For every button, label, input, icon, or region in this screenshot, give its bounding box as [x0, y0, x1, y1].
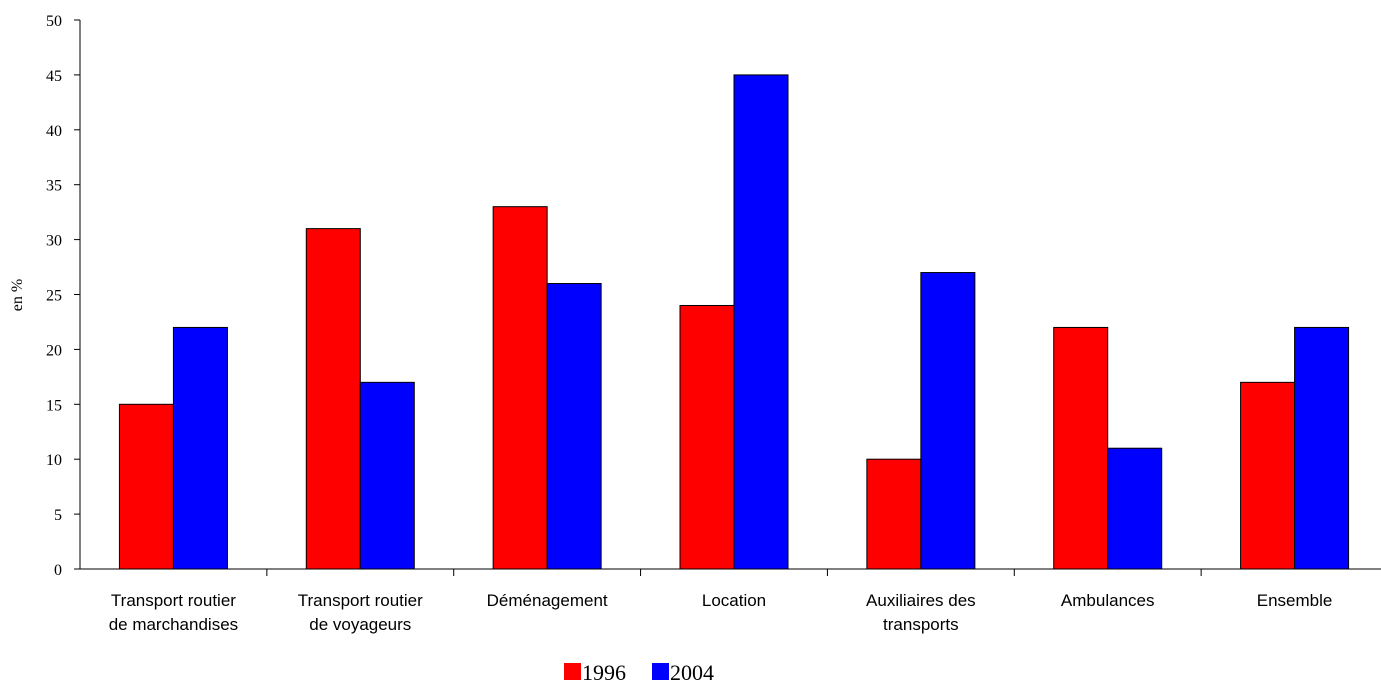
- bar-1996-1: [305, 228, 361, 570]
- y-tick-label: 10: [46, 452, 62, 469]
- category-label: Déménagement: [487, 591, 608, 610]
- bar-1996-4: [866, 458, 922, 570]
- bar-2004-6: [1294, 326, 1350, 570]
- category-label: Transport routier: [111, 591, 236, 610]
- category-labels: Transport routier de marchandises Transpor…: [109, 591, 1333, 634]
- category-label: Ensemble: [1257, 591, 1333, 610]
- category-label: Transport routier: [298, 591, 423, 610]
- y-tick-label: 5: [54, 507, 62, 524]
- bar-2004-3: [733, 74, 789, 570]
- bar-2004-1: [359, 381, 415, 570]
- category-label: de marchandises: [109, 615, 238, 634]
- y-axis-title: en %: [9, 279, 26, 311]
- bar-2004-5: [1107, 447, 1163, 570]
- category-label: transports: [883, 615, 959, 634]
- category-label: de voyageurs: [309, 615, 411, 634]
- y-tick-label: 40: [46, 123, 62, 140]
- y-tick-label: 45: [46, 68, 62, 85]
- bars-group: [118, 74, 1350, 570]
- y-tick-label: 50: [46, 13, 62, 30]
- category-label: Ambulances: [1061, 591, 1155, 610]
- category-label: Auxiliaires des: [866, 591, 976, 610]
- x-axis-ticks: [266, 569, 1202, 576]
- bar-1996-5: [1053, 326, 1109, 570]
- bar-1996-6: [1240, 381, 1296, 570]
- y-tick-label: 35: [46, 178, 62, 195]
- bar-1996-2: [492, 206, 548, 570]
- legend-swatch-2004: [652, 663, 669, 680]
- y-axis-ticks: 0 5 10 15 20 25 30 35 40 45 50: [46, 13, 80, 579]
- bar-2004-2: [546, 283, 602, 570]
- y-tick-label: 25: [46, 288, 62, 305]
- category-label: Location: [702, 591, 766, 610]
- bar-1996-3: [679, 304, 735, 570]
- y-tick-label: 0: [54, 562, 62, 579]
- bar-2004-4: [920, 272, 976, 570]
- axes-group: [79, 20, 1381, 570]
- y-tick-label: 30: [46, 233, 62, 250]
- y-tick-label: 20: [46, 342, 62, 359]
- bar-2004-0: [172, 326, 228, 570]
- legend: 1996 2004: [564, 660, 714, 685]
- legend-label-1996: 1996: [582, 660, 626, 685]
- legend-swatch-1996: [564, 663, 581, 680]
- bar-1996-0: [118, 403, 174, 570]
- legend-label-2004: 2004: [670, 660, 714, 685]
- y-tick-label: 15: [46, 397, 62, 414]
